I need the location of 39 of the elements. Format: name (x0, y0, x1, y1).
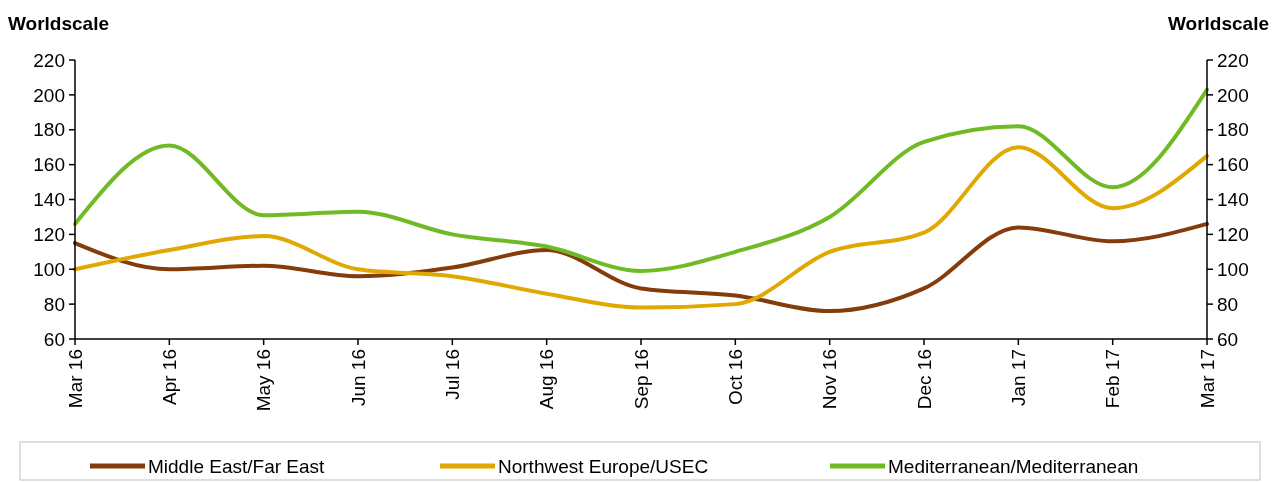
y-tick-label: 80 (43, 293, 65, 315)
y-tick-label: 120 (33, 224, 65, 246)
line-series (73, 221, 1209, 314)
x-tick-label: Jun 16 (347, 349, 369, 407)
legend-label: Northwest Europe/USEC (498, 455, 709, 477)
y2-tick-label: 80 (1217, 293, 1239, 315)
x-tick-label: Nov 16 (819, 349, 841, 410)
y2-tick-label: 160 (1217, 154, 1249, 176)
x-tick-label: Apr 16 (158, 349, 180, 405)
y2-tick-label: 120 (1217, 224, 1249, 246)
y-tick-label: 140 (33, 189, 65, 211)
x-tick-label: Oct 16 (724, 349, 746, 405)
y-tick-label: 200 (33, 84, 65, 106)
x-tick-label: Mar 16 (64, 349, 86, 409)
y-tick-label: 60 (43, 328, 65, 350)
legend-label: Middle East/Far East (148, 455, 326, 477)
x-tick-label: May 16 (253, 349, 275, 412)
x-tick-label: Jul 16 (441, 349, 463, 400)
y-tick-label: 220 (33, 49, 65, 71)
line-series (73, 145, 1209, 310)
y-tick-label: 160 (33, 154, 65, 176)
y-axis-title: Worldscale (8, 13, 110, 34)
legend-label: Mediterranean/Mediterranean (888, 455, 1139, 477)
x-tick-label: Dec 16 (913, 349, 935, 410)
y-tick-label: 100 (33, 258, 65, 280)
y2-tick-label: 60 (1217, 328, 1239, 350)
x-tick-label: Mar 17 (1196, 349, 1218, 409)
y2-axis-title: Worldscale (1167, 13, 1269, 34)
y-tick-label: 180 (33, 119, 65, 141)
x-tick-label: Aug 16 (536, 349, 558, 410)
y2-tick-label: 180 (1217, 119, 1249, 141)
y2-tick-label: 140 (1217, 189, 1249, 211)
y2-tick-label: 220 (1217, 49, 1249, 71)
line-series (73, 87, 1209, 273)
x-tick-label: Jan 17 (1007, 349, 1029, 407)
y2-tick-label: 100 (1217, 258, 1249, 280)
y2-tick-label: 200 (1217, 84, 1249, 106)
x-tick-label: Feb 17 (1102, 349, 1124, 409)
x-tick-label: Sep 16 (630, 349, 652, 410)
